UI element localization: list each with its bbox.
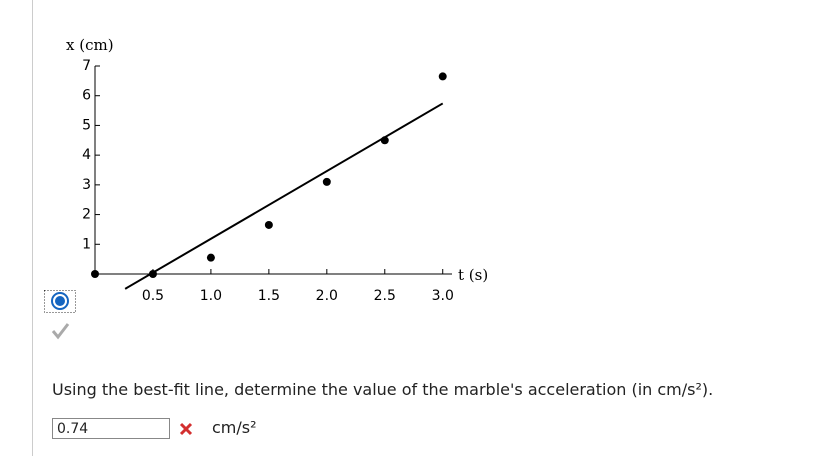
y-tick-label: 6 [82, 88, 91, 104]
y-tick-label: 7 [82, 58, 91, 74]
data-point [91, 270, 99, 278]
data-point [322, 177, 331, 186]
y-tick-label: 2 [82, 207, 91, 223]
answer-input[interactable]: 0.74 [52, 418, 170, 439]
data-point [206, 253, 215, 262]
answer-unit: cm/s² [212, 418, 257, 437]
data-point [264, 220, 273, 229]
y-tick-label: 4 [82, 147, 91, 163]
y-tick-label: 1 [82, 236, 91, 252]
x-tick-label: 1.5 [258, 288, 280, 304]
x-tick-label: 2.0 [316, 288, 338, 304]
data-point [380, 136, 389, 145]
radio-dot [55, 296, 65, 306]
fit-line [124, 102, 444, 290]
check-icon [51, 323, 70, 340]
x-tick-label: 1.0 [200, 288, 222, 304]
y-tick-label: 5 [82, 117, 91, 133]
x-axis-label: t (s) [458, 266, 488, 284]
wrong-icon [179, 422, 193, 436]
data-point [148, 270, 157, 278]
y-tick-label: 3 [82, 177, 91, 193]
y-axis-label: x (cm) [66, 36, 114, 54]
data-point [438, 72, 447, 81]
x-tick-label: 0.5 [142, 288, 164, 304]
x-tick-label: 3.0 [432, 288, 454, 304]
focus-box [44, 290, 76, 313]
x-tick-label: 2.5 [374, 288, 396, 304]
question: Using the best-fit line, determine the v… [52, 380, 714, 399]
